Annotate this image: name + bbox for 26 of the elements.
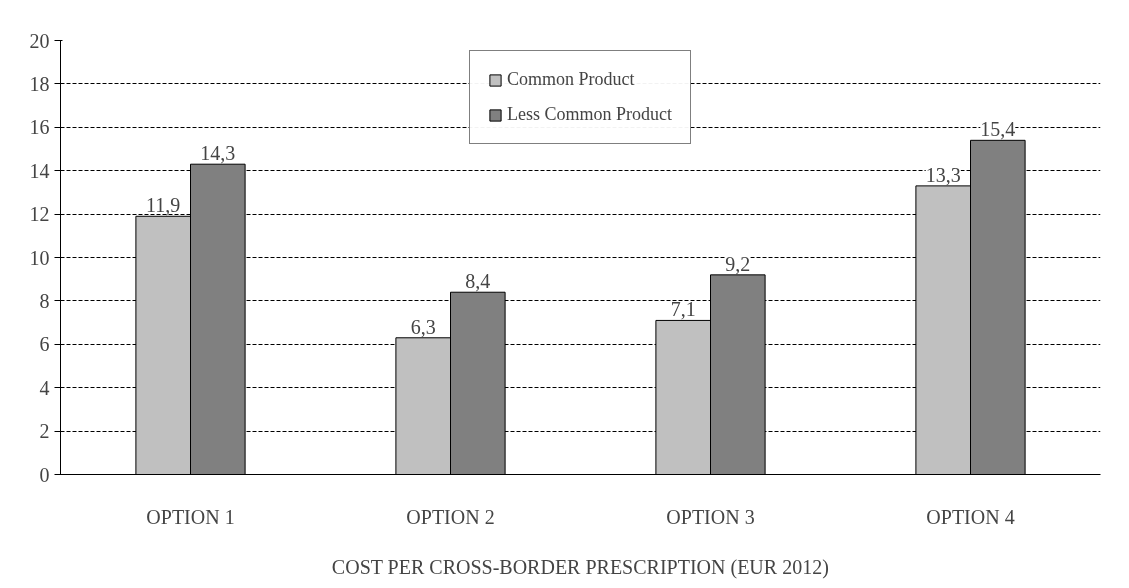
x-tick-label: OPTION 3 <box>666 505 755 528</box>
y-tick-label: 20 <box>29 29 50 52</box>
legend-label: Less Common Product <box>507 104 672 125</box>
y-tick-label: 6 <box>39 333 50 356</box>
y-tick-label: 4 <box>39 376 50 399</box>
y-tick-label: 8 <box>39 289 50 312</box>
x-axis-title: COST PER CROSS-BORDER PRESCRIPTION (EUR 2012) <box>331 555 829 579</box>
y-tick-label: 18 <box>29 72 50 95</box>
x-tick-label: OPTION 4 <box>926 505 1015 528</box>
data-label: 6,3 <box>410 315 436 338</box>
y-tick-label: 14 <box>29 159 50 182</box>
x-tick-label: OPTION 2 <box>406 505 495 528</box>
data-label: 15,4 <box>980 118 1016 141</box>
x-tick-label: OPTION 1 <box>146 505 235 528</box>
y-tick-label: 12 <box>29 203 50 226</box>
data-label: 8,4 <box>465 270 491 293</box>
data-label: 13,3 <box>925 163 961 186</box>
y-tick-label: 10 <box>29 246 50 269</box>
data-label: 9,2 <box>725 252 751 275</box>
data-label: 14,3 <box>200 142 236 165</box>
y-tick-label: 2 <box>39 420 50 443</box>
data-label: 11,9 <box>146 194 181 217</box>
y-tick-label: 0 <box>39 463 50 486</box>
data-label: 7,1 <box>670 298 696 321</box>
y-tick-label: 16 <box>29 116 50 139</box>
legend-label: Common Product <box>507 69 635 90</box>
